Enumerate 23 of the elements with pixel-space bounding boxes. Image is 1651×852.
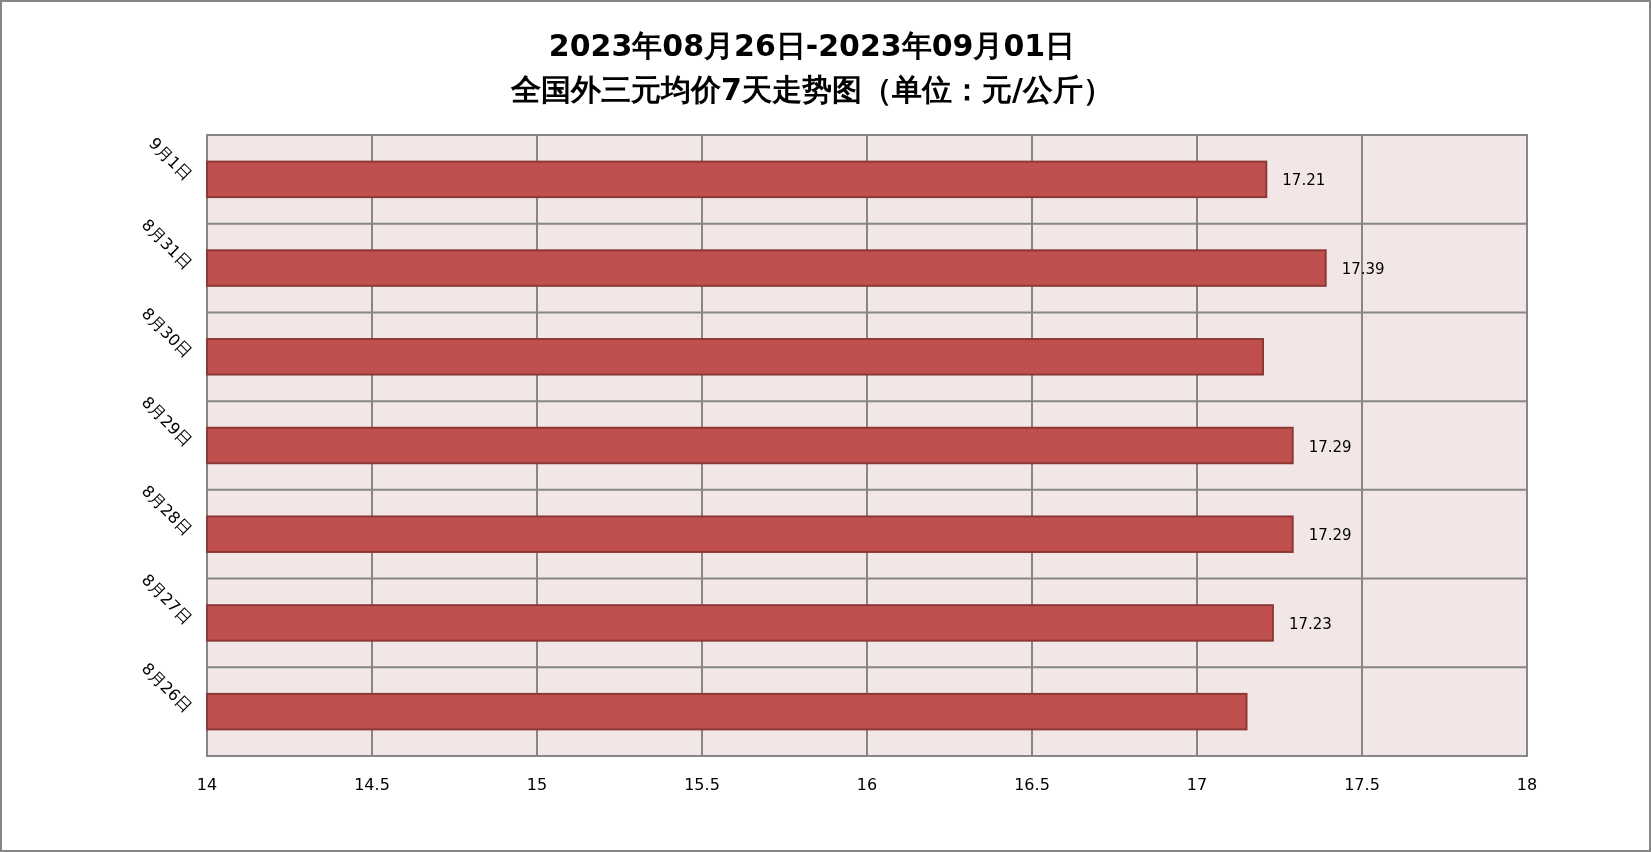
data-label: 17.29 [1308, 437, 1352, 456]
x-tick-label: 16 [856, 775, 878, 794]
y-tick-label: 8月30日 [137, 303, 196, 362]
data-label: 17.21 [1282, 171, 1326, 190]
x-tick-label: 15.5 [684, 775, 720, 794]
y-tick-label: 9月1日 [145, 133, 196, 185]
data-label: 17.39 [1341, 260, 1385, 279]
y-tick-label: 8月31日 [137, 215, 196, 273]
y-tick-label: 8月28日 [137, 481, 196, 540]
x-tick-label: 18 [1516, 775, 1538, 794]
x-tick-label: 15 [526, 775, 548, 794]
chart-subtitle: 全国外三元均价7天走势图（单位：元/公斤） [510, 72, 1113, 107]
x-tick-label: 16.5 [1014, 775, 1050, 794]
x-tick-label: 17.5 [1344, 775, 1380, 794]
x-tick-label: 14 [196, 775, 218, 794]
chart-title: 2023年08月26日-2023年09月01日 [548, 28, 1076, 63]
data-label: 17.29 [1308, 526, 1352, 545]
x-tick-label: 14.5 [354, 775, 390, 794]
y-tick-label: 8月26日 [137, 658, 196, 717]
y-tick-label: 8月29日 [137, 392, 196, 451]
data-label: 17.23 [1288, 614, 1332, 633]
x-tick-label: 17 [1186, 775, 1208, 794]
y-tick-label: 8月27日 [137, 570, 196, 628]
